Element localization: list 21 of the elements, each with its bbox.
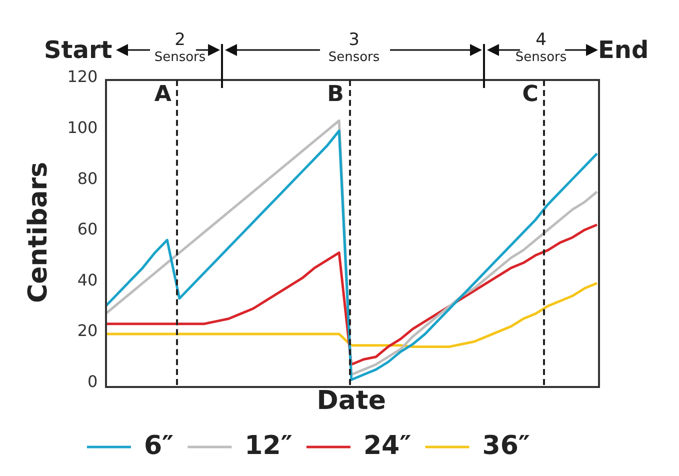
y-tick-label: 60 [77, 220, 98, 239]
legend-label: 6″ [144, 430, 174, 461]
annotation: B [327, 82, 344, 107]
y-tick-label: 120 [67, 67, 98, 86]
legend-label: 24″ [363, 430, 412, 461]
y-tick-label: 100 [67, 118, 98, 137]
text: Start [44, 36, 112, 64]
legend-label: 36″ [482, 430, 530, 461]
text: 4 Sensors [514, 30, 568, 66]
y-tick-label: 20 [77, 321, 98, 340]
text: 3 Sensors [327, 30, 381, 66]
text: End [598, 36, 649, 64]
legend-label: 12″ [244, 430, 292, 461]
annotation: C [522, 82, 538, 107]
y-tick-label: 80 [77, 168, 98, 188]
x-axis-title: Date [316, 386, 386, 416]
y-axis-title: Centibars [23, 162, 54, 303]
y-tick-label: 40 [77, 270, 98, 290]
annotation: A [154, 82, 172, 107]
y-tick-label: 0 [88, 372, 98, 391]
text: 2 Sensors [153, 30, 207, 66]
